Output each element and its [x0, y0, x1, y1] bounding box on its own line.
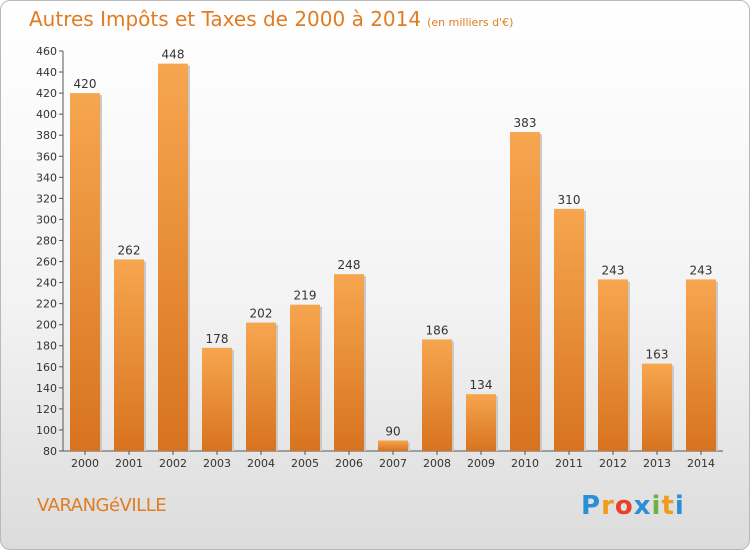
y-tick-label: 220: [36, 298, 57, 311]
bar-2005: [290, 304, 320, 451]
x-tick-label-2011: 2011: [555, 457, 583, 470]
bar-2006: [334, 274, 364, 451]
y-tick-label: 460: [36, 45, 57, 58]
x-tick-label-2010: 2010: [511, 457, 539, 470]
y-tick-label: 360: [36, 150, 57, 163]
data-label-2000: 420: [74, 77, 97, 91]
x-tick-label-2006: 2006: [335, 457, 363, 470]
data-label-2004: 202: [250, 307, 273, 321]
bar-2000: [70, 93, 100, 452]
data-label-2013: 163: [646, 348, 669, 362]
proxiti-logo: Proxiti: [581, 491, 685, 521]
y-tick-label: 280: [36, 234, 57, 247]
y-tick-label: 200: [36, 319, 57, 332]
x-tick-label-2007: 2007: [379, 457, 407, 470]
logo-letter: P: [581, 491, 602, 521]
logo-letter: o: [614, 491, 634, 521]
bar-2009: [466, 394, 496, 451]
y-tick-label: 180: [36, 340, 57, 353]
data-label-2012: 243: [602, 263, 625, 277]
x-tick-label-2001: 2001: [115, 457, 143, 470]
logo-letter: x: [633, 491, 652, 521]
y-tick-label: 160: [36, 361, 57, 374]
y-tick-label: 440: [36, 66, 57, 79]
bar-2011: [554, 208, 584, 451]
y-tick-label: 120: [36, 403, 57, 416]
y-tick-label: 300: [36, 213, 57, 226]
y-tick-label: 140: [36, 382, 57, 395]
chart-title-block: Autres Impôts et Taxes de 2000 à 2014 (en…: [29, 7, 513, 31]
logo-letter: r: [601, 491, 615, 521]
bar-2007: [378, 440, 408, 451]
data-label-2010: 383: [514, 116, 537, 130]
x-tick-label-2002: 2002: [159, 457, 187, 470]
data-label-2005: 219: [294, 289, 317, 303]
x-tick-label-2000: 2000: [71, 457, 99, 470]
chart-subtitle: (en milliers d'€): [427, 16, 514, 29]
data-label-2006: 248: [338, 258, 361, 272]
x-tick-label-2014: 2014: [687, 457, 715, 470]
data-label-2003: 178: [206, 332, 229, 346]
data-label-2014: 243: [690, 263, 713, 277]
x-tick-label-2013: 2013: [643, 457, 671, 470]
x-tick-label-2003: 2003: [203, 457, 231, 470]
data-label-2002: 448: [162, 48, 185, 62]
logo-letter: i: [651, 491, 662, 521]
y-tick-label: 380: [36, 129, 57, 142]
data-label-2011: 310: [558, 193, 581, 207]
bar-2008: [422, 339, 452, 451]
logo-letter: i: [674, 491, 685, 521]
y-tick-label: 400: [36, 108, 57, 121]
x-tick-label-2012: 2012: [599, 457, 627, 470]
chart-title: Autres Impôts et Taxes de 2000 à 2014: [29, 7, 422, 31]
y-tick-label: 340: [36, 171, 57, 184]
y-tick-label: 100: [36, 424, 57, 437]
bar-2003: [202, 347, 232, 451]
town-name: VARANGéVILLE: [37, 495, 167, 516]
bar-2001: [114, 259, 144, 451]
bar-2002: [158, 63, 188, 451]
x-tick-label-2005: 2005: [291, 457, 319, 470]
data-label-2001: 262: [118, 243, 141, 257]
bar-2004: [246, 322, 276, 451]
x-tick-label-2009: 2009: [467, 457, 495, 470]
bar-2010: [510, 132, 540, 452]
x-tick-label-2008: 2008: [423, 457, 451, 470]
bar-2012: [598, 279, 628, 451]
y-tick-label: 240: [36, 277, 57, 290]
y-tick-label: 80: [43, 445, 57, 458]
logo-letter: t: [661, 491, 675, 521]
data-label-2008: 186: [426, 323, 449, 337]
y-tick-label: 420: [36, 87, 57, 100]
data-label-2009: 134: [470, 378, 493, 392]
x-tick-label-2004: 2004: [247, 457, 275, 470]
y-tick-label: 260: [36, 256, 57, 269]
data-label-2007: 90: [385, 424, 400, 438]
bar-2013: [642, 363, 672, 451]
bar-2014: [686, 279, 716, 451]
y-tick-label: 320: [36, 192, 57, 205]
